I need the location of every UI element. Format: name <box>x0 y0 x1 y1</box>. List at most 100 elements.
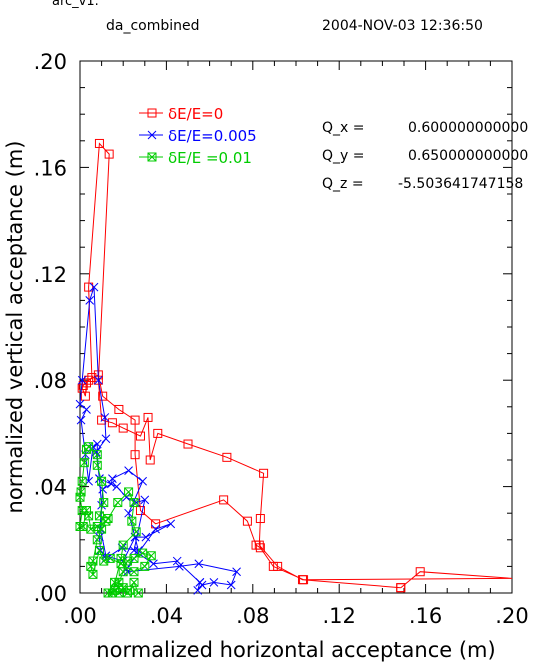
legend-entry-de01: δE/E =0.01 <box>139 149 252 167</box>
data-point <box>129 546 139 555</box>
data-point <box>103 514 113 524</box>
data-point <box>219 495 229 505</box>
data-point <box>127 516 137 526</box>
x-tick-label: .16 <box>409 604 442 628</box>
data-point <box>195 578 205 587</box>
series-0 <box>77 138 513 593</box>
data-point <box>80 391 90 401</box>
data-point <box>149 559 158 569</box>
series-2 <box>75 442 156 598</box>
data-point <box>82 405 91 414</box>
data-point <box>140 495 150 505</box>
data-point <box>104 149 114 159</box>
data-point <box>106 479 116 489</box>
data-point <box>133 588 143 598</box>
data-point <box>273 561 283 571</box>
data-point <box>113 498 123 508</box>
data-point <box>124 466 133 475</box>
data-point <box>76 487 86 497</box>
data-point <box>129 553 139 563</box>
data-point <box>88 569 98 579</box>
data-point <box>122 492 131 502</box>
data-point <box>209 578 219 587</box>
data-point <box>194 559 204 569</box>
data-point <box>92 535 102 545</box>
data-point <box>175 562 184 571</box>
data-point <box>97 415 107 425</box>
data-point <box>143 412 153 422</box>
data-point <box>81 378 91 388</box>
data-point <box>92 450 102 460</box>
x-tick-label: .04 <box>150 604 183 628</box>
data-point <box>226 580 236 590</box>
axis-ticks: .00 .04 .08 .12 .16 .20 .00 .04 .08 .12 .16 .20 <box>34 50 529 628</box>
data-point <box>84 375 94 385</box>
data-point <box>259 468 269 478</box>
data-point <box>172 556 182 566</box>
x-tick-label: .12 <box>322 604 355 628</box>
data-point <box>85 296 95 305</box>
data-point <box>415 567 425 577</box>
data-point <box>94 545 104 555</box>
data-point <box>77 375 87 385</box>
data-point <box>145 455 155 465</box>
data-point <box>97 476 107 486</box>
data-point <box>141 532 151 542</box>
x-tick-label: .20 <box>495 604 528 628</box>
data-point <box>118 423 128 433</box>
data-point <box>112 482 122 491</box>
data-point <box>124 487 134 497</box>
data-point <box>114 577 124 587</box>
data-point <box>135 431 145 441</box>
data-point <box>123 588 133 598</box>
data-point <box>129 577 139 587</box>
data-point <box>153 428 163 438</box>
data-point <box>297 575 307 585</box>
qy-label: Q_y = <box>322 148 365 164</box>
qx-value: 0.600000000000 <box>408 120 528 136</box>
y-tick-label: .00 <box>34 582 67 606</box>
y-tick-label: .16 <box>34 156 67 180</box>
data-point <box>108 474 117 483</box>
data-point <box>140 561 150 571</box>
data-point <box>116 553 126 563</box>
data-point <box>94 511 104 521</box>
data-point <box>138 548 148 558</box>
data-point <box>193 585 203 595</box>
data-point <box>183 439 193 449</box>
data-point <box>88 556 98 566</box>
y-tick-label: .08 <box>34 369 67 393</box>
data-point <box>118 540 128 550</box>
data-point <box>92 460 102 470</box>
data-point <box>99 556 109 566</box>
data-point <box>396 583 406 593</box>
legend-label-de0: δE/E=0 <box>168 105 223 123</box>
data-point <box>138 476 147 486</box>
timestamp: 2004-NOV-03 12:36:50 <box>322 18 483 34</box>
data-point <box>100 413 110 422</box>
qz-value: -5.503641747158 <box>398 176 523 192</box>
qz-label: Q_z = <box>322 176 364 192</box>
y-tick-label: .20 <box>34 50 67 74</box>
data-point <box>130 450 140 460</box>
data-point <box>84 282 94 292</box>
data-point <box>129 498 139 508</box>
data-point <box>114 404 124 414</box>
data-point <box>77 506 87 516</box>
data-point <box>130 415 140 425</box>
y-tick-label: .12 <box>34 263 67 287</box>
data-point <box>254 540 264 550</box>
tune-annotations: Q_x = 0.600000000000 Q_y = 0.65000000000… <box>322 120 528 192</box>
data-point <box>129 567 139 577</box>
data-point <box>107 418 117 428</box>
data-point <box>92 439 102 449</box>
legend: δE/E=0 δE/E=0.005 δE/E =0.01 <box>139 105 257 167</box>
qx-label: Q_x = <box>322 120 365 136</box>
legend-label-de01: δE/E =0.01 <box>168 149 252 167</box>
data-point <box>232 567 241 577</box>
data-point <box>94 138 104 148</box>
data-point <box>131 527 141 537</box>
program-name: arc_v1. <box>52 0 99 9</box>
data-point <box>89 282 99 292</box>
